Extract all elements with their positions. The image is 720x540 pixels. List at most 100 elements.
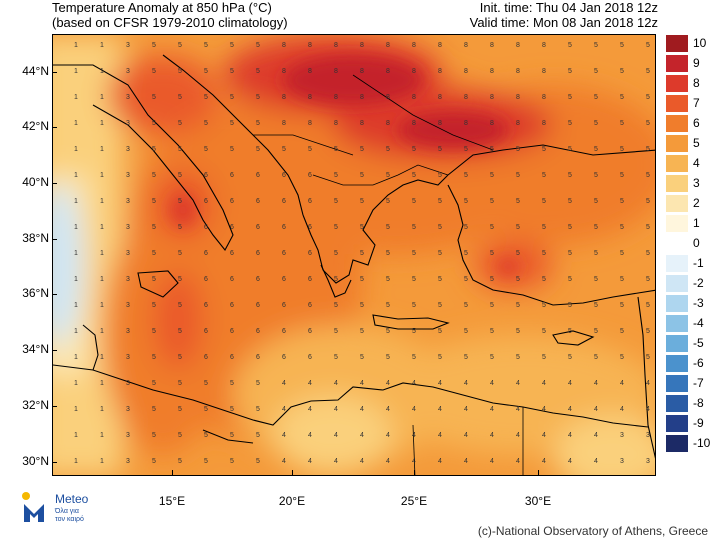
anomaly-value: 5 [334, 172, 338, 179]
anomaly-value: 8 [412, 120, 416, 127]
anomaly-value: 5 [204, 42, 208, 49]
anomaly-value: 8 [490, 42, 494, 49]
anomaly-value: 5 [464, 198, 468, 205]
colorbar-label: -2 [693, 276, 704, 290]
anomaly-value: 5 [412, 250, 416, 257]
anomaly-value: 6 [282, 302, 286, 309]
anomaly-value: 5 [256, 432, 260, 439]
anomaly-value: 5 [386, 172, 390, 179]
anomaly-value: 6 [308, 276, 312, 283]
anomaly-value: 8 [464, 120, 468, 127]
anomaly-value: 4 [308, 432, 312, 439]
anomaly-value: 6 [230, 224, 234, 231]
lon-tick [292, 470, 293, 475]
anomaly-value: 1 [74, 328, 78, 335]
colorbar-label: 1 [693, 216, 700, 230]
logo-tagline-2: τον καιρό [55, 516, 84, 523]
anomaly-value: 5 [230, 432, 234, 439]
anomaly-value: 4 [568, 406, 572, 413]
anomaly-value: 6 [308, 250, 312, 257]
anomaly-value: 5 [334, 224, 338, 231]
colorbar-swatch [665, 74, 689, 93]
anomaly-value: 5 [516, 198, 520, 205]
lat-label: 40°N [22, 175, 49, 189]
colorbar-swatch [665, 294, 689, 313]
anomaly-value: 5 [386, 250, 390, 257]
anomaly-value: 5 [542, 302, 546, 309]
title-line-2: (based on CFSR 1979-2010 climatology) [52, 15, 288, 30]
anomaly-value: 6 [204, 328, 208, 335]
colorbar-label: 3 [693, 176, 700, 190]
lon-tick [414, 470, 415, 475]
anomaly-value: 5 [542, 354, 546, 361]
anomaly-value: 6 [230, 302, 234, 309]
anomaly-value: 5 [568, 94, 572, 101]
anomaly-value: 5 [594, 94, 598, 101]
colorbar-label: -1 [693, 256, 704, 270]
anomaly-value: 5 [386, 146, 390, 153]
lat-label: 32°N [22, 398, 49, 412]
anomaly-value: 5 [230, 146, 234, 153]
anomaly-value: 8 [360, 120, 364, 127]
anomaly-value: 8 [412, 68, 416, 75]
anomaly-value: 5 [438, 146, 442, 153]
anomaly-value: 1 [74, 172, 78, 179]
anomaly-value: 5 [256, 42, 260, 49]
anomaly-value: 4 [568, 458, 572, 465]
anomaly-value: 8 [386, 42, 390, 49]
anomaly-value: 5 [646, 276, 650, 283]
anomaly-value: 5 [568, 354, 572, 361]
anomaly-value: 5 [594, 146, 598, 153]
anomaly-value: 8 [386, 94, 390, 101]
anomaly-value: 5 [230, 68, 234, 75]
colorbar-label: 5 [693, 136, 700, 150]
anomaly-value: 5 [594, 276, 598, 283]
anomaly-value: 5 [542, 224, 546, 231]
anomaly-value: 5 [568, 328, 572, 335]
anomaly-value: 4 [282, 458, 286, 465]
colorbar-label: 6 [693, 116, 700, 130]
colorbar-swatch [665, 154, 689, 173]
anomaly-value: 5 [412, 328, 416, 335]
lon-tick [538, 470, 539, 475]
colorbar-swatch [665, 314, 689, 333]
anomaly-value: 5 [360, 250, 364, 257]
anomaly-value: 8 [438, 94, 442, 101]
anomaly-value: 3 [126, 120, 130, 127]
anomaly-value: 5 [490, 354, 494, 361]
anomaly-value: 5 [620, 276, 624, 283]
colorbar-label: 0 [693, 236, 700, 250]
anomaly-value: 8 [308, 120, 312, 127]
anomaly-value: 5 [412, 198, 416, 205]
anomaly-value: 5 [256, 68, 260, 75]
lat-label: 44°N [22, 64, 49, 78]
anomaly-value: 5 [490, 250, 494, 257]
anomaly-value: 4 [464, 432, 468, 439]
anomaly-value: 4 [334, 380, 338, 387]
colorbar-swatch [665, 414, 689, 433]
anomaly-value: 5 [594, 172, 598, 179]
anomaly-value: 5 [646, 120, 650, 127]
anomaly-value: 5 [568, 224, 572, 231]
anomaly-value: 1 [74, 302, 78, 309]
anomaly-value: 5 [152, 146, 156, 153]
title-line-1: Temperature Anomaly at 850 hPa (°C) [52, 0, 272, 15]
anomaly-value: 4 [516, 406, 520, 413]
anomaly-value: 5 [594, 302, 598, 309]
anomaly-value: 5 [464, 224, 468, 231]
anomaly-value: 4 [464, 380, 468, 387]
anomaly-value: 6 [256, 250, 260, 257]
anomaly-value: 5 [204, 146, 208, 153]
anomaly-value: 5 [178, 42, 182, 49]
anomaly-value: 5 [360, 198, 364, 205]
colorbar-swatch [665, 434, 689, 453]
anomaly-value: 1 [74, 432, 78, 439]
anomaly-value: 5 [568, 172, 572, 179]
anomaly-value: 5 [646, 172, 650, 179]
anomaly-value: 4 [334, 406, 338, 413]
anomaly-value: 5 [386, 276, 390, 283]
anomaly-value: 5 [230, 406, 234, 413]
anomaly-value: 4 [308, 380, 312, 387]
anomaly-value: 4 [464, 458, 468, 465]
anomaly-field [53, 35, 655, 475]
